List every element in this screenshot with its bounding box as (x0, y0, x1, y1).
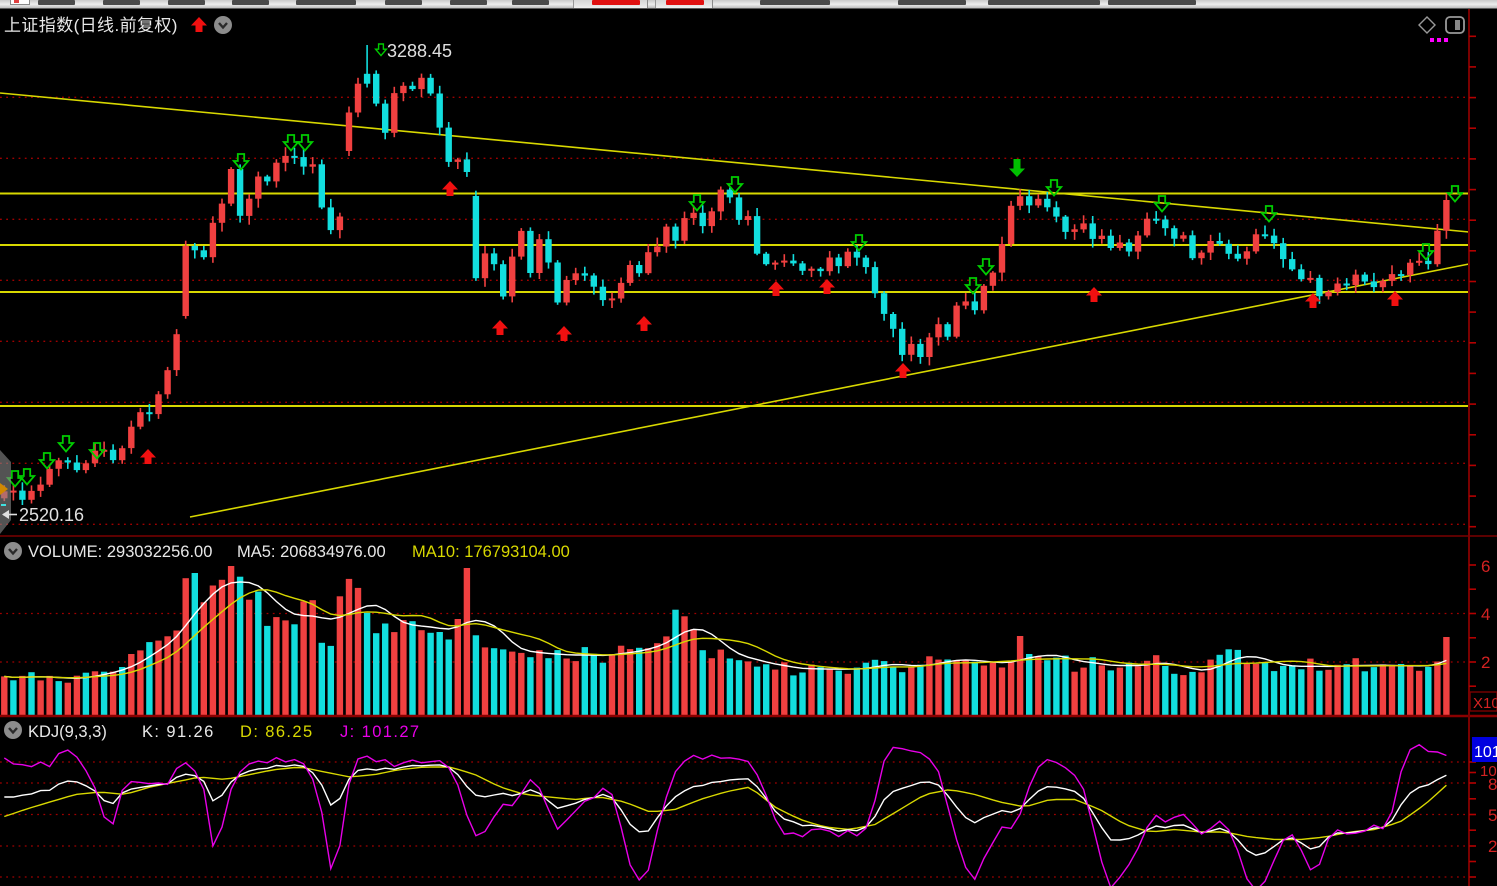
svg-text:VOLUME: 293032256.00: VOLUME: 293032256.00 (28, 543, 212, 561)
svg-text:5: 5 (1488, 806, 1497, 825)
svg-text:MA5: 206834976.00: MA5: 206834976.00 (237, 543, 386, 561)
svg-text:10: 10 (1480, 763, 1497, 780)
svg-text:3288.45: 3288.45 (387, 41, 452, 61)
svg-text:上证指数(日线.前复权): 上证指数(日线.前复权) (4, 16, 178, 35)
svg-text:2: 2 (1488, 837, 1497, 856)
svg-text:2520.16: 2520.16 (19, 505, 84, 525)
svg-text:4: 4 (1481, 605, 1490, 624)
svg-text:D: 86.25: D: 86.25 (240, 723, 314, 741)
svg-text:2: 2 (1481, 653, 1490, 672)
svg-text:6: 6 (1481, 557, 1490, 576)
svg-text:8: 8 (1488, 775, 1497, 794)
svg-text:K: 91.26: K: 91.26 (142, 723, 215, 741)
svg-text:MA10: 176793104.00: MA10: 176793104.00 (412, 543, 570, 561)
svg-text:X10: X10 (1473, 695, 1497, 712)
svg-text:J: 101.27: J: 101.27 (340, 723, 421, 741)
svg-text:KDJ(9,3,3): KDJ(9,3,3) (28, 723, 107, 741)
svg-text:101: 101 (1474, 744, 1497, 761)
